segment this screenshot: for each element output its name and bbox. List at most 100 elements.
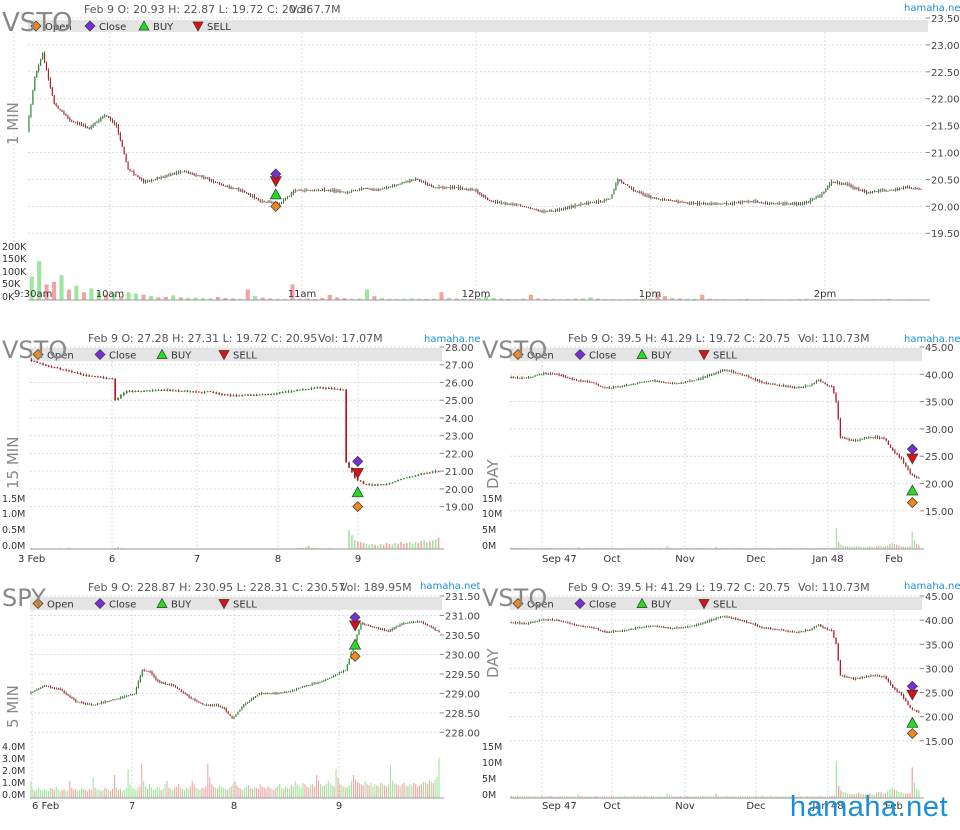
volume-bar xyxy=(389,765,391,798)
volume-bar xyxy=(846,793,849,798)
candle-body xyxy=(870,675,872,677)
candle-body xyxy=(255,394,258,396)
candle-body xyxy=(793,631,796,633)
candle-body xyxy=(619,630,621,632)
brand-link[interactable]: hamaha.net xyxy=(424,334,484,345)
volume-bar xyxy=(129,784,131,798)
volume-bar xyxy=(67,789,69,798)
candle-body xyxy=(641,627,643,629)
candle-body xyxy=(689,380,691,382)
volume-bar xyxy=(133,293,139,300)
volume-bar xyxy=(746,796,748,798)
candle-body xyxy=(143,670,145,672)
brand-link[interactable]: hamaha.net xyxy=(904,581,960,592)
candle-body xyxy=(630,187,633,189)
candle-body xyxy=(792,203,794,205)
candle-body xyxy=(183,171,186,173)
candle-body xyxy=(608,632,610,634)
volume-bar xyxy=(517,795,519,798)
candle-body xyxy=(554,619,556,621)
candle-body xyxy=(756,625,759,627)
y-tick-label: 20.00 xyxy=(931,202,960,213)
candle-body xyxy=(209,391,212,393)
brand-link[interactable]: hamaha.net xyxy=(904,3,960,14)
volume-bar xyxy=(626,796,628,798)
volume-bar xyxy=(156,297,161,300)
candle-body xyxy=(865,437,868,439)
volume-bar xyxy=(378,786,380,798)
candle-body xyxy=(815,196,817,199)
volume-bar xyxy=(253,296,258,300)
candle-body xyxy=(588,202,590,204)
volume-bar xyxy=(728,796,731,798)
ticker-symbol: VSTO xyxy=(482,584,547,612)
volume-bar xyxy=(686,547,688,549)
candle-body xyxy=(96,121,98,123)
candle-body xyxy=(626,184,629,186)
volume-bar xyxy=(364,780,366,798)
volume-bar xyxy=(411,785,413,798)
candle-body xyxy=(463,188,465,190)
candle-body xyxy=(623,630,626,632)
candle-body xyxy=(603,200,605,202)
volume-bar xyxy=(395,784,397,798)
candle-body xyxy=(135,174,137,176)
candle-body xyxy=(306,189,308,191)
candle-body xyxy=(798,203,800,205)
volume-bar xyxy=(387,784,390,798)
candle-body xyxy=(714,203,716,205)
volume-bar xyxy=(223,297,228,300)
candle-body xyxy=(397,625,399,627)
candle-body xyxy=(765,627,767,629)
candle-body xyxy=(590,202,592,204)
candle-body xyxy=(146,180,149,182)
marker-open-icon xyxy=(352,501,364,513)
candle-body xyxy=(49,79,51,88)
candle-body xyxy=(61,110,63,112)
volume-bar xyxy=(166,780,168,798)
volume-bar xyxy=(657,796,659,798)
candle-body xyxy=(213,705,216,707)
volume-bar xyxy=(321,786,323,798)
volume-bar xyxy=(30,547,33,549)
candle-body xyxy=(76,372,79,374)
volume-bar xyxy=(77,791,79,798)
candle-body xyxy=(362,188,364,190)
marker-open-icon xyxy=(906,728,918,740)
legend-buy-label: BUY xyxy=(651,600,672,611)
candle-body xyxy=(597,628,599,630)
volume-bar xyxy=(541,796,543,798)
volume-bar xyxy=(543,298,548,300)
candle-body xyxy=(538,620,541,622)
x-tick-label: 10am xyxy=(96,289,125,300)
candle-body xyxy=(155,677,157,680)
candle-body xyxy=(40,687,42,689)
candle-body xyxy=(604,631,606,633)
candle-body xyxy=(55,688,57,690)
volume-bar xyxy=(208,298,213,300)
candle-body xyxy=(411,180,413,182)
volume-bar xyxy=(283,788,285,798)
candle-body xyxy=(282,692,284,694)
candle-body xyxy=(290,691,292,693)
volume-bar xyxy=(722,796,724,798)
volume-bar xyxy=(385,542,388,549)
candle-body xyxy=(366,624,368,626)
candle-body xyxy=(823,191,825,194)
candle-body xyxy=(822,381,824,383)
candle-body xyxy=(224,394,226,396)
volume-bar xyxy=(740,547,742,549)
brand-link[interactable]: hamaha.net xyxy=(420,581,480,592)
candle-body xyxy=(388,483,391,485)
candle-body xyxy=(850,184,852,187)
volume-bar xyxy=(797,796,800,798)
candle-body xyxy=(759,380,761,382)
volume-bar xyxy=(829,796,831,798)
ohlc-header: Feb 9 O: 39.5 H: 41.29 L: 19.72 C: 20.75 xyxy=(568,581,790,594)
volume-bar xyxy=(706,796,708,798)
y-tick-label: 28.00 xyxy=(445,343,474,354)
brand-link[interactable]: hamaha.net xyxy=(904,334,960,345)
volume-bar xyxy=(434,779,436,798)
volume-bar xyxy=(461,298,466,300)
candle-body xyxy=(545,619,547,621)
